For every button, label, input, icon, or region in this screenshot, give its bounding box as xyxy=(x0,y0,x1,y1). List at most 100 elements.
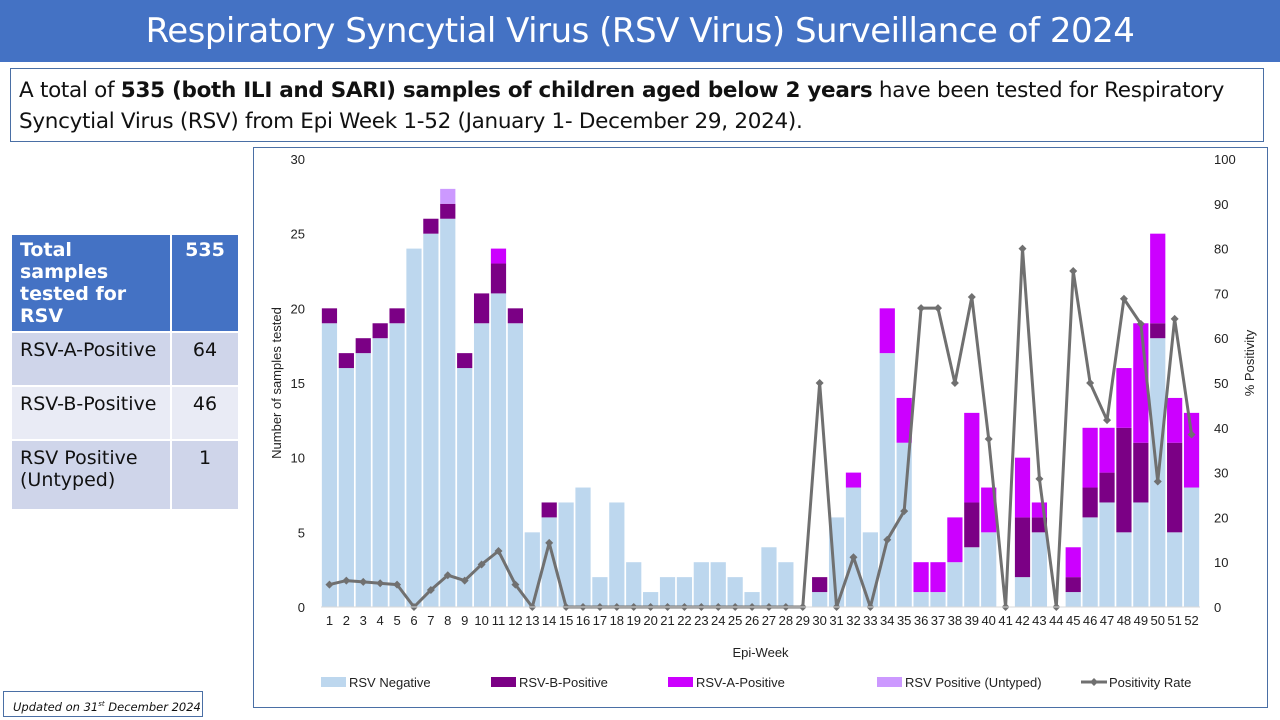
summary-prefix: A total of xyxy=(19,78,121,103)
positivity-marker-week-35 xyxy=(900,507,909,516)
bar-rsv-negative-week-8 xyxy=(440,218,456,607)
x-tick-label: 34 xyxy=(880,613,894,628)
bar-rsv-b-positive-week-11 xyxy=(490,263,507,294)
bar-rsv-negative-week-2 xyxy=(338,368,354,607)
bar-rsv-b-positive-week-7 xyxy=(423,218,439,234)
x-tick-label: 51 xyxy=(1167,613,1181,628)
y-tick-label: 0 xyxy=(298,600,305,615)
stats-row-label: RSV-A-Positive xyxy=(10,331,172,387)
positivity-marker-week-51 xyxy=(1170,314,1179,323)
bar-rsv-b-positive-week-3 xyxy=(355,338,371,354)
bar-rsv-negative-week-17 xyxy=(592,577,608,607)
x-tick-label: 3 xyxy=(360,613,367,628)
bar-rsv-negative-week-42 xyxy=(1014,577,1031,607)
x-tick-label: 18 xyxy=(610,613,624,628)
bar-rsv-negative-week-48 xyxy=(1116,532,1132,607)
x-tick-label: 5 xyxy=(393,613,400,628)
bar-rsv-a-positive-week-50 xyxy=(1150,233,1166,324)
x-tick-label: 22 xyxy=(677,613,691,628)
y-tick-label: 5 xyxy=(298,525,305,540)
bar-rsv-a-positive-week-37 xyxy=(930,562,946,593)
bar-rsv-negative-week-16 xyxy=(575,487,591,607)
legend-swatch-rsv-b-positive xyxy=(491,677,516,687)
positivity-marker-week-37 xyxy=(933,304,942,313)
bar-rsv-negative-week-6 xyxy=(406,248,422,607)
bar-rsv-negative-week-18 xyxy=(609,502,625,607)
positivity-marker-week-1 xyxy=(325,580,334,589)
summary-suffix: have been tested for Respiratory xyxy=(872,78,1225,103)
positivity-marker-week-10 xyxy=(477,560,486,569)
positivity-marker-week-11 xyxy=(494,547,503,555)
bar-rsv-a-positive-week-48 xyxy=(1116,368,1132,428)
x-tick-label: 30 xyxy=(812,613,826,628)
x-tick-label: 12 xyxy=(508,613,522,628)
bar-rsv-a-positive-week-35 xyxy=(896,397,912,443)
bar-rsv-b-positive-week-49 xyxy=(1133,442,1149,503)
bar-rsv-negative-week-23 xyxy=(693,562,709,607)
x-tick-label: 25 xyxy=(728,613,742,628)
bar-rsv-negative-week-45 xyxy=(1065,592,1081,607)
y-axis-title: Number of samples tested xyxy=(269,307,284,459)
stats-row: RSV Positive (Untyped) 1 xyxy=(10,439,240,511)
stats-row-value: 1 xyxy=(170,439,240,511)
bars-layer xyxy=(321,188,1200,607)
y2-tick-label: 60 xyxy=(1214,331,1228,346)
bar-rsv-negative-week-39 xyxy=(964,547,980,607)
bar-rsv-b-positive-week-51 xyxy=(1167,442,1183,533)
bar-rsv-negative-week-36 xyxy=(913,592,929,607)
legend-label-rsv-a-positive: RSV-A-Positive xyxy=(696,675,785,690)
positivity-marker-week-30 xyxy=(815,379,824,387)
positivity-marker-week-5 xyxy=(393,580,402,589)
x-tick-label: 40 xyxy=(981,613,995,628)
legend-swatch-rsv-negative xyxy=(321,677,346,687)
y2-axis-title: % Positivity xyxy=(1242,329,1257,396)
x-tick-label: 46 xyxy=(1083,613,1097,628)
bar-rsv-negative-week-10 xyxy=(473,323,490,607)
x-tick-label: 26 xyxy=(745,613,759,628)
positivity-marker-week-4 xyxy=(376,579,385,588)
x-tick-label: 13 xyxy=(525,613,539,628)
bar-rsv-a-positive-week-46 xyxy=(1082,427,1098,488)
bar-rsv-negative-week-27 xyxy=(761,547,777,607)
positivity-marker-week-3 xyxy=(359,577,368,586)
bar-rsv-a-positive-week-34 xyxy=(879,308,895,354)
x-tick-label: 24 xyxy=(711,613,725,628)
stats-row: RSV-A-Positive 64 xyxy=(10,331,240,387)
bar-rsv-positive-untyped--week-8 xyxy=(440,188,456,204)
positivity-marker-week-43 xyxy=(1035,474,1044,483)
positivity-marker-week-52 xyxy=(1187,430,1196,439)
bar-rsv-negative-week-37 xyxy=(930,592,946,607)
x-tick-label: 27 xyxy=(762,613,776,628)
bar-rsv-negative-week-1 xyxy=(321,323,338,607)
x-tick-label: 17 xyxy=(593,613,607,628)
bar-rsv-b-positive-week-45 xyxy=(1065,577,1081,593)
bar-rsv-negative-week-21 xyxy=(659,577,676,607)
positivity-marker-week-2 xyxy=(342,576,351,585)
updated-prefix: Updated on xyxy=(13,699,84,714)
y2-tick-label: 50 xyxy=(1214,376,1228,391)
bar-rsv-a-positive-week-40 xyxy=(981,487,997,533)
stats-row-label: RSV Positive (Untyped) xyxy=(10,439,172,511)
updated-rest: December 2024 xyxy=(104,699,201,714)
x-tick-label: 4 xyxy=(377,613,384,628)
positivity-marker-week-14 xyxy=(545,538,554,547)
bar-rsv-a-positive-week-36 xyxy=(913,562,929,593)
y2-tick-label: 30 xyxy=(1214,466,1228,481)
x-tick-label: 31 xyxy=(829,613,843,628)
positivity-marker-week-40 xyxy=(984,435,993,443)
bar-rsv-b-positive-week-4 xyxy=(372,323,388,339)
bar-rsv-negative-week-24 xyxy=(710,562,726,607)
legend-label-rsv-positive-untyped-: RSV Positive (Untyped) xyxy=(905,675,1042,690)
x-tick-label: 6 xyxy=(410,613,417,628)
positivity-marker-week-38 xyxy=(950,379,959,387)
positivity-line-layer xyxy=(325,244,1196,611)
x-tick-label: 8 xyxy=(444,613,451,628)
positivity-marker-week-34 xyxy=(883,535,892,544)
positivity-marker-week-12 xyxy=(511,580,520,589)
bar-rsv-negative-week-35 xyxy=(896,442,912,607)
bar-rsv-b-positive-week-50 xyxy=(1150,323,1166,339)
bar-rsv-negative-week-32 xyxy=(845,487,862,607)
x-tick-label: 33 xyxy=(863,613,877,628)
x-tick-label: 7 xyxy=(427,613,434,628)
summary-bold: 535 (both ILI and SARI) samples of child… xyxy=(120,78,873,103)
